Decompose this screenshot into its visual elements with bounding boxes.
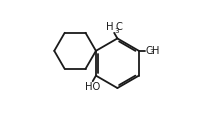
Text: H: H [106,22,114,32]
Text: CH: CH [146,46,160,56]
Text: C: C [116,22,123,32]
Text: 3: 3 [114,28,119,34]
Text: HO: HO [85,82,101,92]
Text: 3: 3 [150,49,154,55]
